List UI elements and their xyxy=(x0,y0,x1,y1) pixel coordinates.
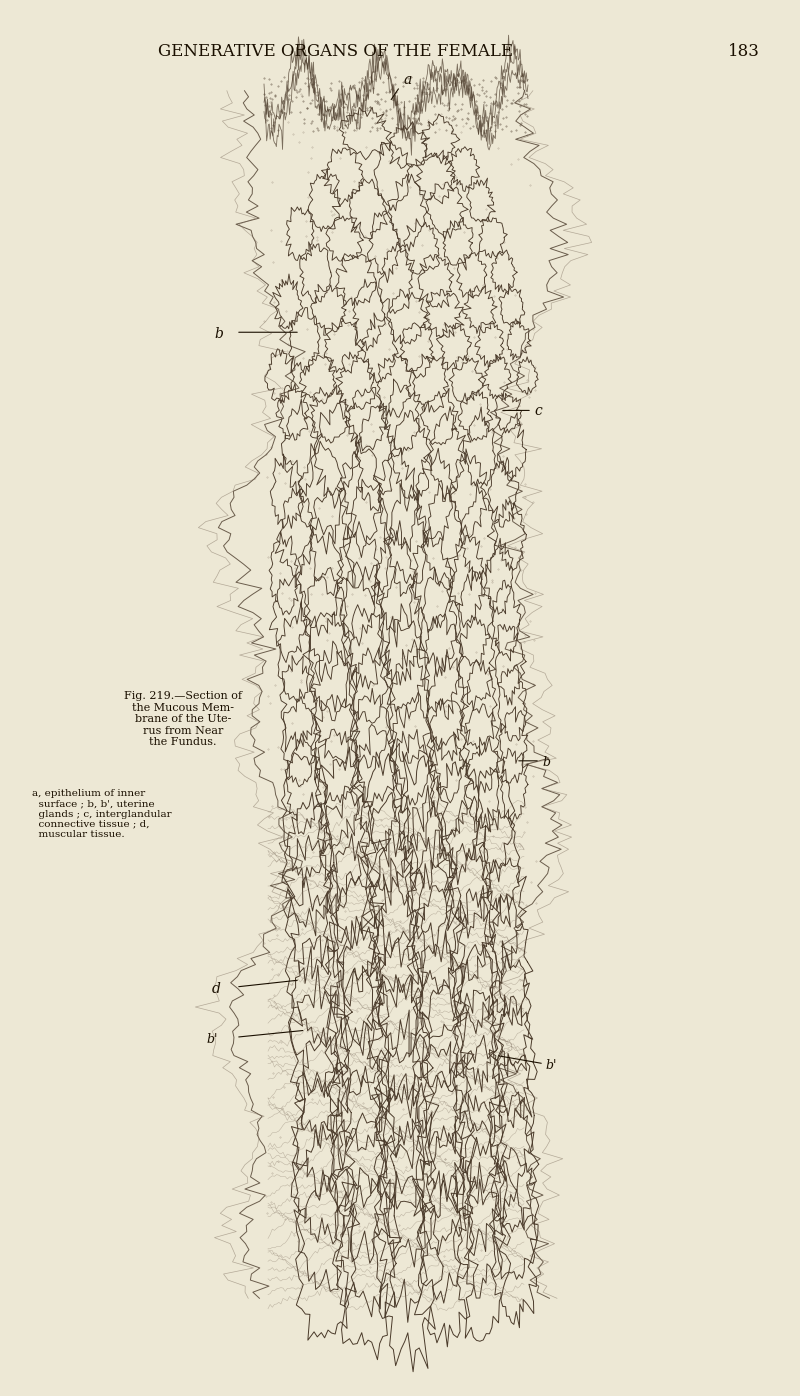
Text: 183: 183 xyxy=(728,43,760,60)
Text: a: a xyxy=(404,73,412,87)
Text: b': b' xyxy=(546,1060,557,1072)
Text: a, epithelium of inner
  surface ; b, b', uterine
  glands ; c, interglandular
 : a, epithelium of inner surface ; b, b', … xyxy=(32,789,172,839)
Text: d: d xyxy=(212,981,221,995)
Text: b: b xyxy=(542,757,550,769)
Text: c: c xyxy=(534,403,542,417)
Text: Fig. 219.—Section of
the Mucous Mem-
brane of the Ute-
rus from Near
the Fundus.: Fig. 219.—Section of the Mucous Mem- bra… xyxy=(124,691,242,747)
Text: GENERATIVE ORGANS OF THE FEMALE: GENERATIVE ORGANS OF THE FEMALE xyxy=(158,43,514,60)
Text: b: b xyxy=(214,327,223,341)
Text: b': b' xyxy=(206,1033,218,1046)
